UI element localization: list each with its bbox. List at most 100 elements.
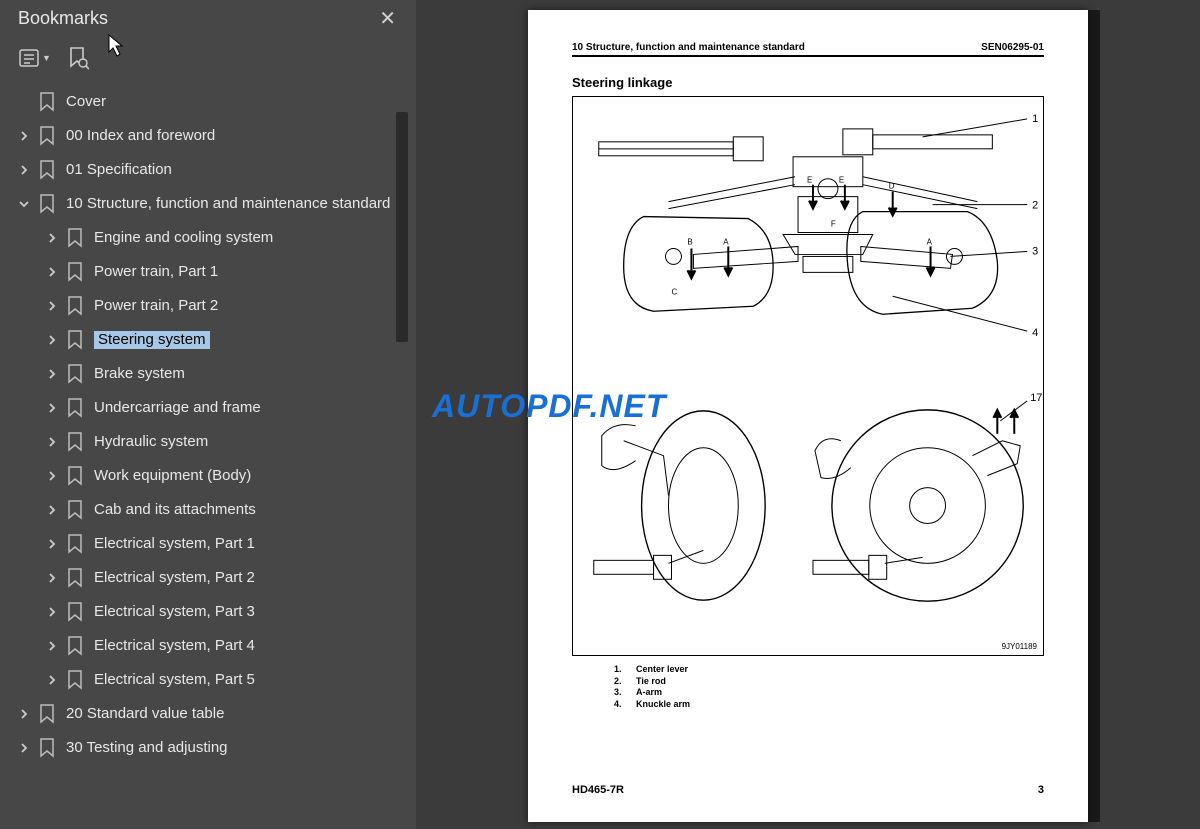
bookmark-item[interactable]: Electrical system, Part 4 — [12, 629, 416, 663]
legend-row: 3.A-arm — [614, 687, 1044, 699]
bookmark-item[interactable]: Undercarriage and frame — [12, 391, 416, 425]
bookmark-icon — [36, 738, 58, 758]
bookmark-item[interactable]: Power train, Part 2 — [12, 289, 416, 323]
bookmark-label: Power train, Part 1 — [94, 257, 406, 288]
bookmark-item[interactable]: 30 Testing and adjusting — [12, 731, 416, 765]
bookmark-item[interactable]: 01 Specification — [12, 153, 416, 187]
svg-text:A: A — [927, 237, 933, 246]
bookmark-icon — [64, 432, 86, 452]
bookmark-icon — [64, 398, 86, 418]
legend-num: 4. — [614, 699, 626, 711]
sidebar-toolbar: ▼ — [0, 35, 416, 85]
scrollbar-thumb[interactable] — [396, 112, 408, 342]
section-title: Steering linkage — [572, 75, 1044, 90]
bookmark-item[interactable]: Steering system — [12, 323, 416, 357]
chevron-right-icon[interactable] — [12, 130, 36, 142]
bookmark-label: Hydraulic system — [94, 427, 406, 458]
bookmark-options-button[interactable]: ▼ — [18, 47, 51, 69]
bookmark-label: 10 Structure, function and maintenance s… — [66, 189, 406, 220]
callout-17: 17 — [1030, 392, 1042, 404]
legend-text: Tie rod — [636, 676, 666, 688]
bookmark-icon — [36, 160, 58, 180]
bookmark-item[interactable]: Cover — [12, 85, 416, 119]
bookmark-icon — [64, 670, 86, 690]
bookmark-item[interactable]: Electrical system, Part 3 — [12, 595, 416, 629]
chevron-right-icon[interactable] — [40, 538, 64, 550]
svg-text:D: D — [889, 182, 895, 191]
chevron-right-icon[interactable] — [40, 436, 64, 448]
legend-text: Center lever — [636, 664, 688, 676]
bookmark-tree[interactable]: Cover00 Index and foreword01 Specificati… — [0, 85, 416, 829]
bookmark-icon — [64, 296, 86, 316]
document-viewport[interactable]: 10 Structure, function and maintenance s… — [416, 0, 1200, 829]
chevron-right-icon[interactable] — [40, 606, 64, 618]
footer-page-number: 3 — [1038, 784, 1044, 796]
page-header: 10 Structure, function and maintenance s… — [572, 42, 1044, 57]
svg-text:F: F — [831, 220, 836, 229]
bookmark-item[interactable]: Engine and cooling system — [12, 221, 416, 255]
bookmark-item[interactable]: Electrical system, Part 2 — [12, 561, 416, 595]
chevron-right-icon[interactable] — [40, 572, 64, 584]
bookmark-label: Electrical system, Part 3 — [94, 597, 406, 628]
bookmark-item[interactable]: Work equipment (Body) — [12, 459, 416, 493]
sidebar-title: Bookmarks — [18, 8, 108, 29]
chevron-right-icon[interactable] — [40, 368, 64, 380]
chevron-right-icon[interactable] — [12, 164, 36, 176]
bookmark-item[interactable]: 10 Structure, function and maintenance s… — [12, 187, 416, 221]
bookmark-item[interactable]: Electrical system, Part 5 — [12, 663, 416, 697]
bookmark-label: Brake system — [94, 359, 406, 390]
chevron-right-icon[interactable] — [40, 300, 64, 312]
bookmark-item[interactable]: Electrical system, Part 1 — [12, 527, 416, 561]
chevron-right-icon[interactable] — [40, 504, 64, 516]
bookmark-item[interactable]: Power train, Part 1 — [12, 255, 416, 289]
page-footer: HD465-7R 3 — [572, 784, 1044, 796]
svg-text:C: C — [671, 287, 677, 296]
chevron-right-icon[interactable] — [12, 742, 36, 754]
svg-text:B: B — [687, 237, 692, 246]
technical-diagram: 1 2 3 4 17 E E D F B A A C 9JY01189 — [572, 96, 1044, 656]
bookmark-icon — [64, 568, 86, 588]
bookmark-label: Electrical system, Part 1 — [94, 529, 406, 560]
chevron-right-icon[interactable] — [40, 674, 64, 686]
bookmark-label: Cab and its attachments — [94, 495, 406, 526]
chevron-right-icon[interactable] — [40, 402, 64, 414]
bookmark-item[interactable]: Cab and its attachments — [12, 493, 416, 527]
find-bookmark-icon[interactable] — [65, 45, 91, 71]
bookmark-label: Undercarriage and frame — [94, 393, 406, 424]
legend-row: 2. Tie rod — [614, 676, 1044, 688]
chevron-right-icon[interactable] — [40, 266, 64, 278]
bookmark-label: Cover — [66, 87, 406, 118]
chevron-right-icon[interactable] — [40, 640, 64, 652]
bookmark-icon — [64, 534, 86, 554]
bookmark-item[interactable]: 20 Standard value table — [12, 697, 416, 731]
bookmark-icon — [64, 466, 86, 486]
svg-text:E: E — [839, 176, 844, 185]
chevron-right-icon[interactable] — [40, 232, 64, 244]
bookmark-label: Steering system — [94, 325, 406, 356]
bookmark-item[interactable]: Hydraulic system — [12, 425, 416, 459]
legend-text: Knuckle arm — [636, 699, 690, 711]
bookmark-item[interactable]: 00 Index and foreword — [12, 119, 416, 153]
bookmark-label: 00 Index and foreword — [66, 121, 406, 152]
bookmark-icon — [36, 194, 58, 214]
diagram-legend: 1.Center lever2.Tie rod3.A-arm4.Knuckle … — [572, 664, 1044, 711]
bookmark-icon — [64, 330, 86, 350]
bookmark-label: Electrical system, Part 5 — [94, 665, 406, 696]
bookmark-label: Electrical system, Part 4 — [94, 631, 406, 662]
close-icon[interactable]: ✕ — [373, 6, 402, 31]
chevron-right-icon[interactable] — [40, 470, 64, 482]
legend-num: 2. — [614, 676, 626, 688]
callout-3: 3 — [1032, 245, 1038, 257]
chevron-right-icon[interactable] — [12, 708, 36, 720]
page-header-right: SEN06295-01 — [981, 42, 1044, 53]
chevron-down-icon[interactable] — [12, 198, 36, 210]
bookmark-icon — [64, 636, 86, 656]
sidebar-scrollbar[interactable] — [396, 112, 408, 829]
bookmark-item[interactable]: Brake system — [12, 357, 416, 391]
bookmark-icon — [64, 228, 86, 248]
diagram-code: 9JY01189 — [1002, 642, 1037, 651]
callout-1: 1 — [1032, 113, 1038, 125]
chevron-right-icon[interactable] — [40, 334, 64, 346]
bookmark-label: Work equipment (Body) — [94, 461, 406, 492]
pdf-page: 10 Structure, function and maintenance s… — [528, 10, 1088, 822]
